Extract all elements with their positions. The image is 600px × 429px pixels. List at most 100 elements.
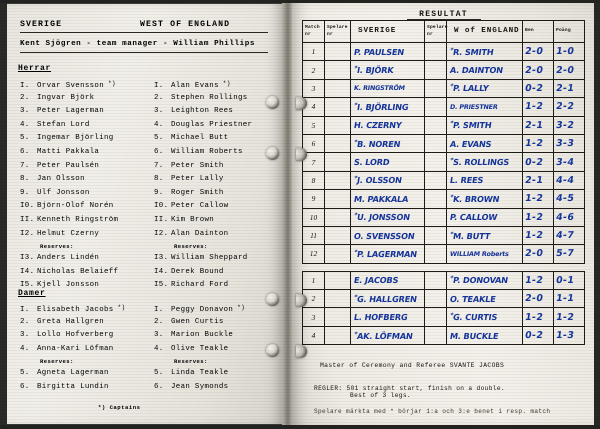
roster-item: I5. Kjell Jonsson bbox=[20, 281, 118, 295]
sweden-player-cell[interactable]: *G. HALLGREN bbox=[350, 289, 425, 309]
roster-number: I0. bbox=[154, 202, 169, 211]
sweden-player-cell[interactable]: O. SVENSSON bbox=[350, 225, 425, 246]
player-nr-away-cell[interactable] bbox=[424, 244, 447, 264]
player-nr-home-cell[interactable] bbox=[324, 225, 351, 246]
player-nr-away-cell[interactable] bbox=[424, 225, 447, 246]
england-player-cell[interactable]: *G. CURTIS bbox=[446, 307, 523, 327]
player-nr-away-cell[interactable] bbox=[424, 60, 447, 80]
legs-cell[interactable]: 1-2 bbox=[522, 207, 554, 227]
points-cell[interactable]: 1-2 bbox=[553, 307, 585, 327]
player-nr-away-cell[interactable] bbox=[424, 289, 447, 309]
legs-cell[interactable]: 1-2 bbox=[522, 225, 554, 246]
england-player-cell[interactable]: A. DAINTON bbox=[446, 60, 523, 80]
player-nr-home-cell[interactable] bbox=[324, 115, 351, 135]
player-nr-away-cell[interactable] bbox=[424, 133, 447, 154]
sweden-player-cell[interactable]: L. HOFBERG bbox=[350, 307, 425, 327]
points-cell[interactable]: 3-2 bbox=[553, 115, 585, 135]
player-nr-away-cell[interactable] bbox=[424, 115, 447, 135]
england-player-cell[interactable]: M. BUCKLE bbox=[446, 325, 523, 346]
legs-cell[interactable]: 2-0 bbox=[522, 60, 554, 80]
player-nr-away-cell[interactable] bbox=[424, 152, 447, 172]
player-nr-away-cell[interactable] bbox=[424, 170, 447, 191]
england-player-cell[interactable]: *P. DONOVAN bbox=[446, 270, 523, 291]
legs-cell[interactable]: 0-2 bbox=[522, 78, 554, 99]
legs-cell[interactable]: 2-1 bbox=[522, 170, 554, 191]
sweden-player-cell[interactable]: S. LORD bbox=[350, 152, 425, 172]
player-nr-home-cell[interactable] bbox=[324, 325, 351, 346]
points-cell[interactable]: 3-3 bbox=[553, 133, 585, 154]
sweden-player-cell[interactable]: M. PAKKALA bbox=[350, 189, 425, 209]
england-player-cell[interactable]: *M. BUTT bbox=[446, 225, 523, 246]
player-nr-home-cell[interactable] bbox=[324, 133, 351, 154]
player-nr-home-cell[interactable] bbox=[324, 152, 351, 172]
legs-cell[interactable]: 0-2 bbox=[522, 152, 554, 172]
legs-cell[interactable]: 2-0 bbox=[522, 289, 554, 309]
england-player-cell[interactable]: L. REES bbox=[446, 170, 523, 191]
points-cell[interactable]: 3-4 bbox=[553, 152, 585, 172]
legs-cell[interactable]: 2-0 bbox=[522, 244, 554, 264]
player-nr-home-cell[interactable] bbox=[324, 97, 351, 117]
points-cell[interactable]: 2-1 bbox=[553, 78, 585, 99]
england-player-cell[interactable]: *P. SMITH bbox=[446, 115, 523, 135]
england-player-cell[interactable]: O. TEAKLE bbox=[446, 289, 523, 309]
legs-cell[interactable]: 1-2 bbox=[522, 133, 554, 154]
legs-cell[interactable]: 1-2 bbox=[522, 97, 554, 117]
sweden-player-cell[interactable]: E. JACOBS bbox=[350, 270, 425, 291]
points-cell[interactable]: 0-1 bbox=[553, 270, 585, 291]
sweden-player-cell[interactable]: *I. BJÖRK bbox=[350, 60, 425, 80]
player-nr-home-cell[interactable] bbox=[324, 244, 351, 264]
england-player-cell[interactable]: *R. SMITH bbox=[446, 41, 523, 62]
player-nr-home-cell[interactable] bbox=[324, 289, 351, 309]
points-cell[interactable]: 2-0 bbox=[553, 60, 585, 80]
legs-cell[interactable]: 2-1 bbox=[522, 115, 554, 135]
legs-cell[interactable]: 1-2 bbox=[522, 307, 554, 327]
england-player-cell[interactable]: D. PRIESTNER bbox=[446, 97, 523, 117]
legs-cell[interactable]: 0-2 bbox=[522, 325, 554, 346]
player-nr-home-cell[interactable] bbox=[324, 78, 351, 99]
sweden-player-cell[interactable]: H. CZERNY bbox=[350, 115, 425, 135]
sweden-player-cell[interactable]: P. PAULSEN bbox=[350, 41, 425, 62]
player-nr-away-cell[interactable] bbox=[424, 189, 447, 209]
sweden-player-cell[interactable]: *B. NOREN bbox=[350, 133, 425, 154]
player-nr-home-cell[interactable] bbox=[324, 189, 351, 209]
roster-number: II. bbox=[20, 215, 35, 224]
points-cell[interactable]: 2-2 bbox=[553, 97, 585, 117]
player-nr-home-cell[interactable] bbox=[324, 41, 351, 62]
points-cell[interactable]: 1-1 bbox=[553, 289, 585, 309]
player-nr-away-cell[interactable] bbox=[424, 78, 447, 99]
player-nr-home-cell[interactable] bbox=[324, 207, 351, 227]
player-nr-away-cell[interactable] bbox=[424, 270, 447, 291]
player-nr-away-cell[interactable] bbox=[424, 207, 447, 227]
points-cell[interactable]: 4-5 bbox=[553, 189, 585, 209]
results-title-rule bbox=[407, 19, 481, 20]
sweden-player-cell[interactable]: *I. BJÖRLING bbox=[350, 97, 425, 117]
points-cell[interactable]: 4-4 bbox=[553, 170, 585, 191]
player-nr-away-cell[interactable] bbox=[424, 97, 447, 117]
sweden-player-cell[interactable]: *J. OLSSON bbox=[350, 170, 425, 191]
england-player-cell[interactable]: P. CALLOW bbox=[446, 207, 523, 227]
points-cell[interactable]: 1-3 bbox=[553, 325, 585, 346]
england-player-cell[interactable]: *K. BROWN bbox=[446, 189, 523, 209]
legs-cell[interactable]: 1-2 bbox=[522, 189, 554, 209]
england-player-cell[interactable]: *P. LALLY bbox=[446, 78, 523, 99]
player-nr-home-cell[interactable] bbox=[324, 60, 351, 80]
sweden-player-cell[interactable]: *U. JONSSON bbox=[350, 207, 425, 227]
sweden-player-cell[interactable]: K. RINGSTRÖM bbox=[350, 78, 425, 99]
england-player-cell[interactable]: *S. ROLLINGS bbox=[446, 152, 523, 172]
points-cell[interactable]: 4-7 bbox=[553, 225, 585, 246]
legs-cell[interactable]: 1-2 bbox=[522, 270, 554, 291]
player-nr-home-cell[interactable] bbox=[324, 270, 351, 291]
sweden-player-cell[interactable]: *AK. LÖFMAN bbox=[350, 325, 425, 346]
points-cell[interactable]: 5-7 bbox=[553, 244, 585, 264]
legs-cell[interactable]: 2-0 bbox=[522, 41, 554, 62]
player-nr-away-cell[interactable] bbox=[424, 325, 447, 346]
player-nr-away-cell[interactable] bbox=[424, 307, 447, 327]
player-nr-home-cell[interactable] bbox=[324, 170, 351, 191]
england-player-cell[interactable]: A. EVANS bbox=[446, 133, 523, 154]
points-cell[interactable]: 1-0 bbox=[553, 41, 585, 62]
player-nr-home-cell[interactable] bbox=[324, 307, 351, 327]
points-cell[interactable]: 4-6 bbox=[553, 207, 585, 227]
england-player-cell[interactable]: WILLIAM Roberts bbox=[446, 244, 523, 264]
sweden-player-cell[interactable]: *P. LAGERMAN bbox=[350, 244, 425, 264]
player-nr-away-cell[interactable] bbox=[424, 41, 447, 62]
